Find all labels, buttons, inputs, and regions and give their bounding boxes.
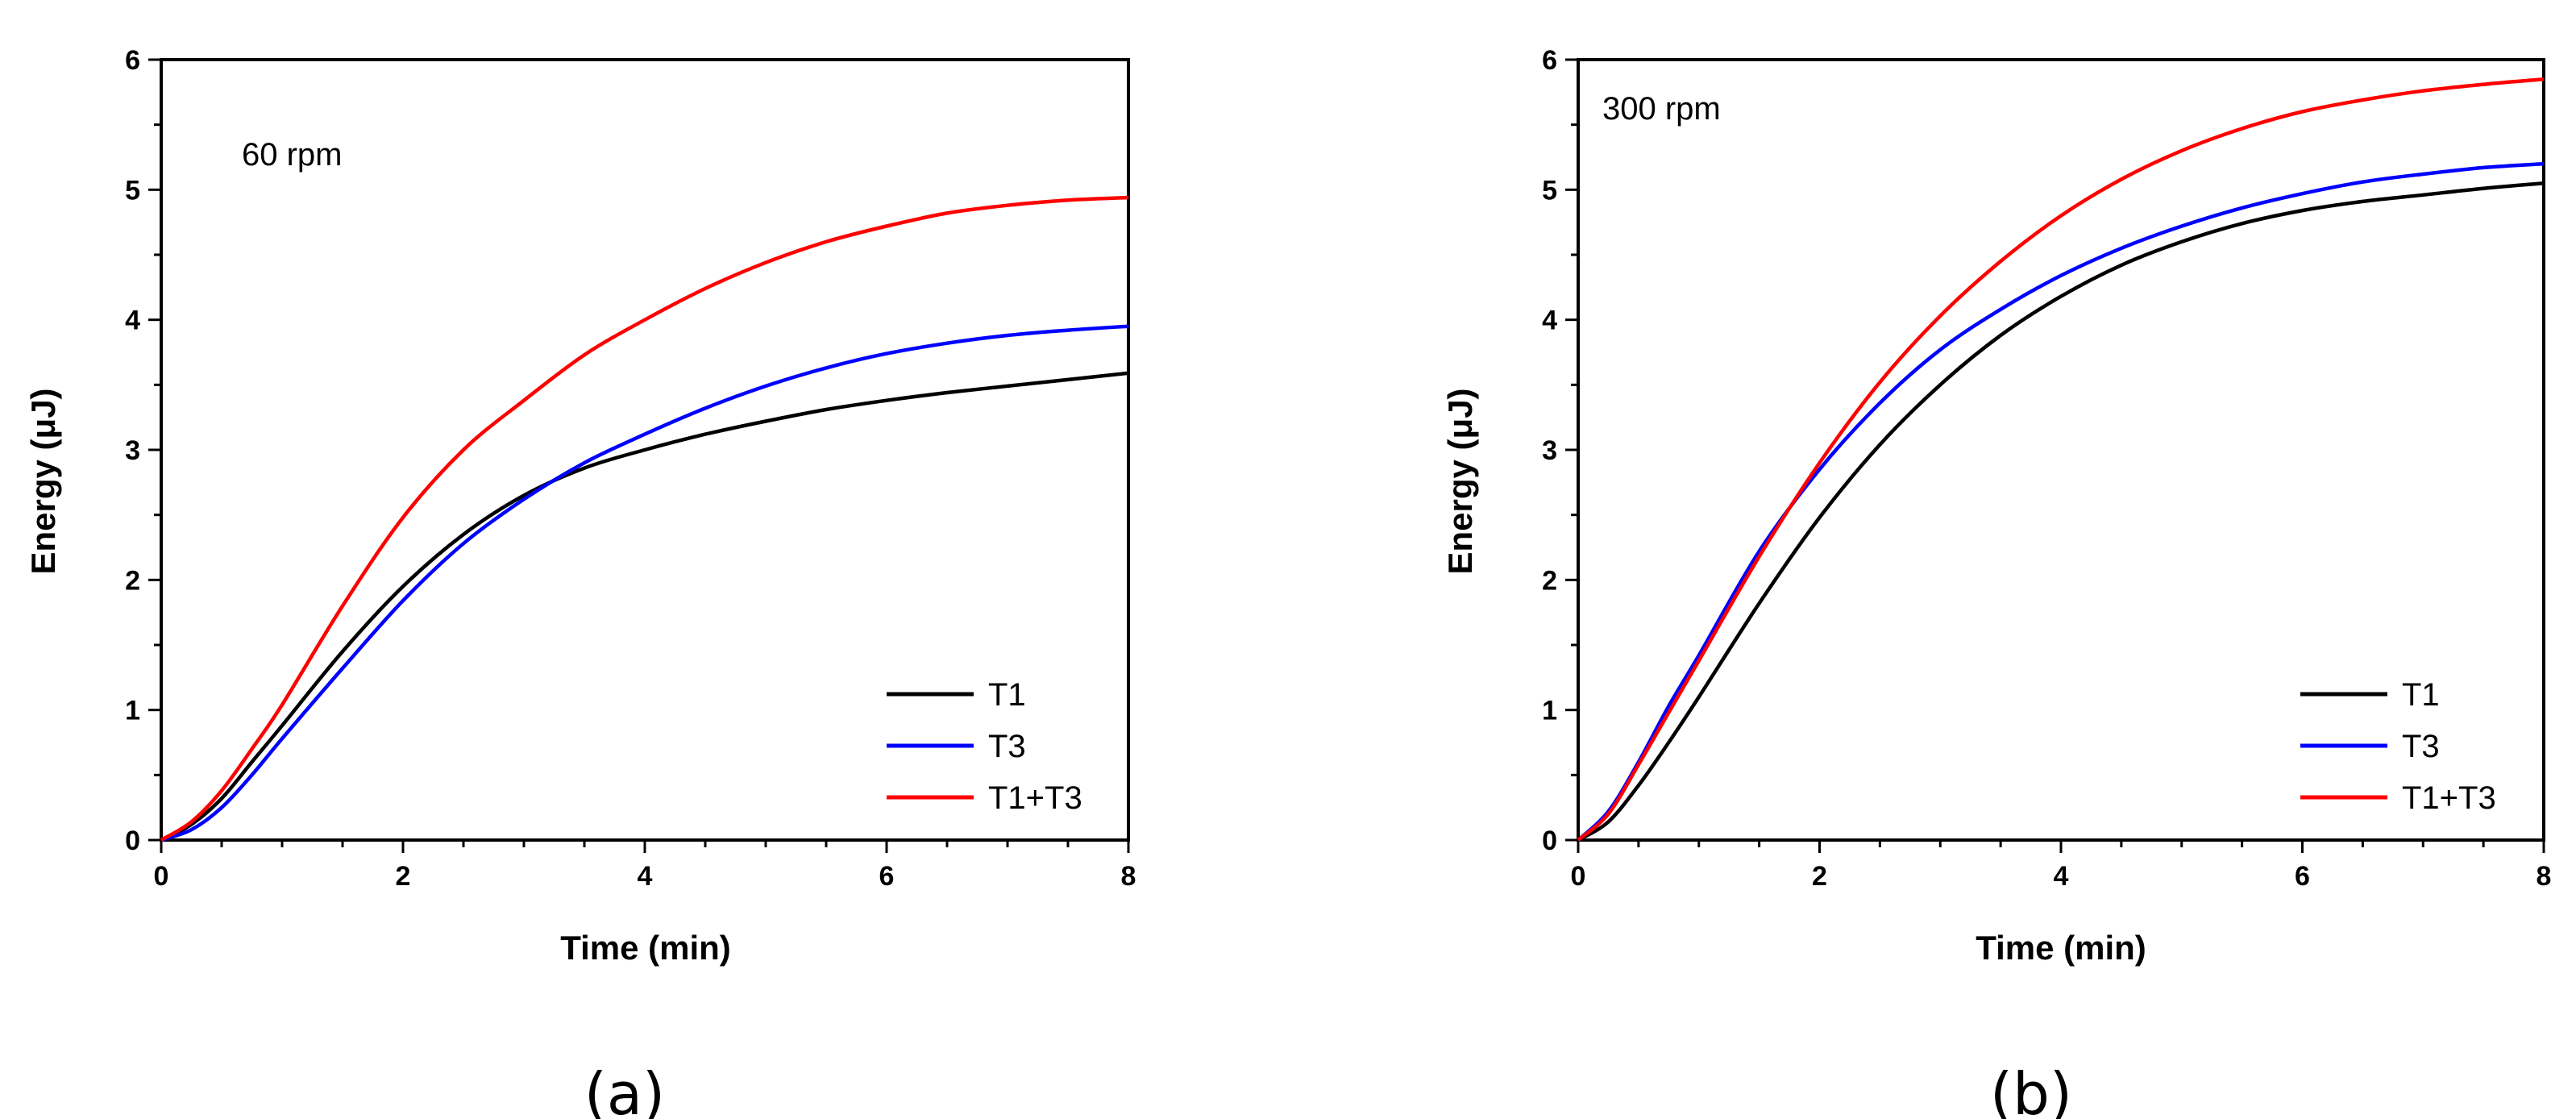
x-axis-title-a: Time (min) (560, 929, 731, 967)
legend-label-t1-a: T1 (988, 677, 1026, 713)
x-axis-title-b: Time (min) (1976, 929, 2146, 967)
y-tick-label-b: 2 (1542, 565, 1557, 596)
series-lines-b (1577, 77, 2545, 842)
panel-a-60rpm: 0 2 4 6 8 0 1 2 3 4 5 6 60 rpm Time (min) Energy (μ… (24, 45, 1136, 1119)
axis-ticks-a: 0 2 4 6 8 0 1 2 3 4 5 6 (125, 45, 1136, 892)
x-tick-label-a: 8 (1121, 861, 1136, 892)
y-axis-title-b: Energy (μJ) (1441, 388, 1479, 574)
x-tick-label-a: 2 (396, 861, 411, 892)
axis-ticks-b: 0 2 4 6 8 0 1 2 3 4 5 6 (1542, 45, 2551, 892)
y-tick-label-a: 5 (125, 175, 140, 206)
x-tick-label-b: 6 (2295, 861, 2310, 892)
panel-label-a: (a) (584, 1060, 665, 1119)
series-line-t1t3-b (1577, 77, 2545, 842)
legend-label-t3-b: T3 (2402, 729, 2440, 764)
y-tick-label-b: 6 (1542, 45, 1557, 76)
y-tick-label-a: 6 (125, 45, 140, 76)
x-tick-label-a: 6 (879, 861, 895, 892)
x-tick-label-b: 0 (1571, 861, 1586, 892)
y-tick-label-b: 0 (1542, 826, 1557, 856)
y-tick-label-b: 5 (1542, 175, 1557, 206)
y-tick-label-b: 4 (1542, 306, 1557, 336)
series-line-t3-a (160, 324, 1129, 842)
x-tick-label-a: 0 (154, 861, 169, 892)
y-tick-label-b: 3 (1542, 435, 1557, 466)
annotation-300rpm: 300 rpm (1602, 91, 1721, 127)
legend-label-t1t3-b: T1+T3 (2402, 780, 2496, 816)
annotation-60rpm: 60 rpm (242, 137, 343, 173)
legend-a: T1 T3 T1+T3 (887, 677, 1082, 816)
y-tick-label-a: 3 (125, 435, 140, 466)
y-axis-title-a: Energy (μJ) (24, 388, 62, 574)
y-tick-label-b: 1 (1542, 696, 1557, 726)
series-line-t3-b (1577, 161, 2545, 842)
legend-b: T1 T3 T1+T3 (2300, 677, 2496, 816)
legend-label-t1t3-a: T1+T3 (988, 780, 1082, 816)
panel-b-300rpm: 0 2 4 6 8 0 1 2 3 4 5 6 300 rpm Time (min) Energy (… (1441, 45, 2551, 1119)
series-line-t1-b (1577, 181, 2545, 842)
series-line-t1t3-a (160, 195, 1129, 842)
legend-label-t3-a: T3 (988, 729, 1026, 764)
y-tick-label-a: 0 (125, 826, 140, 856)
panel-label-b: (b) (1990, 1060, 2072, 1119)
x-tick-label-b: 8 (2537, 861, 2552, 892)
x-tick-label-b: 4 (2054, 861, 2069, 892)
y-tick-label-a: 1 (125, 696, 140, 726)
x-tick-label-b: 2 (1812, 861, 1827, 892)
x-tick-label-a: 4 (638, 861, 653, 892)
y-tick-label-a: 2 (125, 565, 140, 596)
series-lines-a (160, 195, 1129, 842)
legend-label-t1-b: T1 (2402, 677, 2440, 713)
y-tick-label-a: 4 (125, 306, 140, 336)
series-line-t1-a (160, 371, 1129, 842)
